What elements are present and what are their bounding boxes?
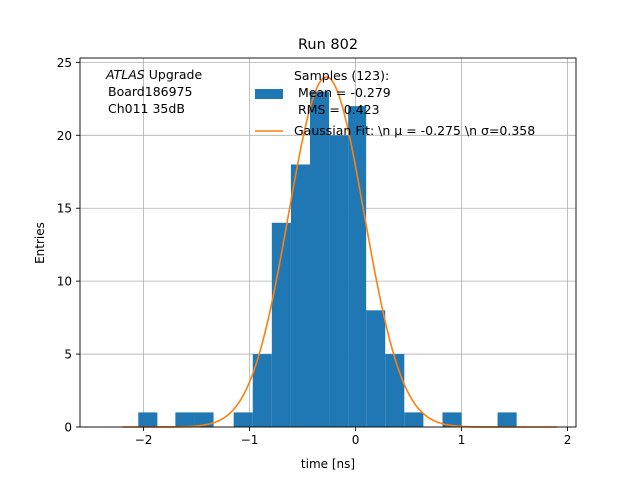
- y-tick-label: 25: [57, 56, 72, 70]
- histogram-bars: [138, 91, 517, 428]
- y-tick-label: 15: [57, 202, 72, 216]
- legend-samples-swatch: [255, 89, 283, 99]
- legend-fit-label: Gaussian Fit: \n μ = -0.275 \n σ=0.358: [294, 123, 535, 138]
- histogram-bar: [348, 106, 367, 427]
- annotation-italic-prefix: ATLAS: [105, 67, 145, 82]
- x-tick-label: −2: [135, 433, 153, 447]
- y-tick-label: 20: [57, 129, 72, 143]
- histogram-bar: [309, 91, 330, 427]
- y-axis-label: Entries: [33, 222, 47, 264]
- histogram-bar: [233, 412, 253, 427]
- histogram-bar: [385, 354, 405, 427]
- histogram-bar: [290, 164, 310, 428]
- histogram-bar: [271, 222, 291, 427]
- y-axis-ticks: 0 5 10 15 20 25: [57, 56, 80, 435]
- x-tick-label: −1: [241, 433, 259, 447]
- annotation-line-3: Ch011 35dB: [108, 101, 185, 116]
- histogram-bar: [366, 310, 386, 427]
- x-tick-label: 1: [458, 433, 466, 447]
- histogram-bar: [138, 412, 158, 427]
- legend-samples-line-1: Samples (123):: [294, 68, 389, 83]
- legend-samples-line-2: Mean = -0.279: [294, 85, 391, 100]
- annotation-line-1-text: Upgrade: [149, 67, 203, 82]
- histogram-bar: [252, 354, 272, 427]
- legend-samples-line-3: RMS = 0.423: [294, 102, 380, 117]
- y-tick-label: 10: [57, 275, 72, 289]
- y-tick-label: 0: [64, 421, 72, 435]
- annotation-text: ATLAS Upgrade Board186975 Ch011 35dB: [105, 67, 202, 116]
- histogram-bar: [404, 412, 424, 427]
- x-axis-label: time [ns]: [301, 457, 355, 471]
- histogram-bar: [442, 412, 462, 427]
- chart-title: Run 802: [298, 37, 358, 53]
- x-tick-label: 2: [564, 433, 572, 447]
- histogram-bar: [497, 412, 517, 427]
- y-tick-label: 5: [64, 348, 72, 362]
- annotation-line-1: ATLAS Upgrade: [105, 67, 202, 82]
- plot-frame: [79, 57, 577, 428]
- annotation-line-2: Board186975: [108, 84, 192, 99]
- x-axis-ticks: −2 −1 0 1 2: [135, 427, 572, 447]
- histogram-bar: [329, 135, 349, 427]
- legend: Samples (123): Mean = -0.279 RMS = 0.423…: [255, 68, 535, 138]
- histogram-bar: [175, 412, 195, 427]
- x-tick-label: 0: [352, 433, 360, 447]
